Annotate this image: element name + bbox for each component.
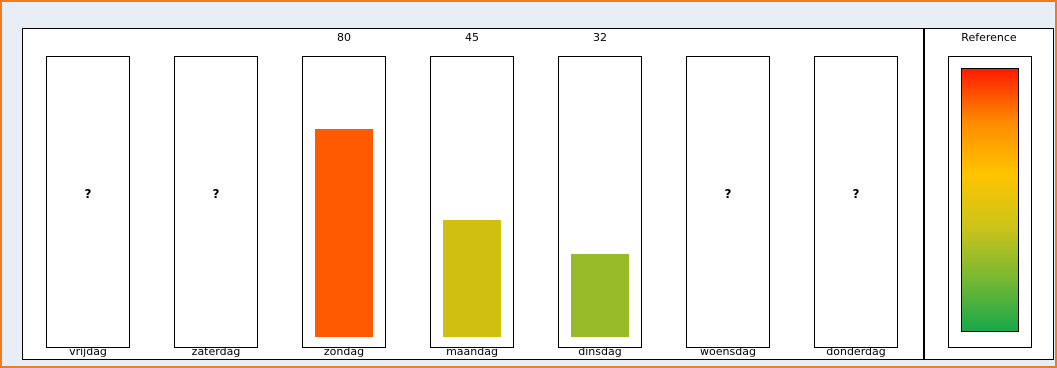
unknown-value-mark-vrijdag: ? (84, 187, 92, 201)
category-label-dinsdag: dinsdag (578, 345, 622, 358)
value-label-zondag: 80 (337, 31, 351, 44)
unknown-value-mark-donderdag: ? (852, 187, 860, 201)
category-label-maandag: maandag (446, 345, 498, 358)
bar-slot-vrijdag: ? vrijdag (46, 29, 130, 359)
category-label-donderdag: donderdag (826, 345, 886, 358)
category-label-woensdag: woensdag (700, 345, 756, 358)
bar-box-donderdag: ? (814, 56, 898, 348)
reference-gradient-scale (961, 68, 1019, 332)
category-label-vrijdag: vrijdag (69, 345, 107, 358)
category-label-zondag: zondag (323, 345, 365, 358)
bar-box-zondag (302, 56, 386, 348)
unknown-value-mark-zaterdag: ? (212, 187, 220, 201)
bar-box-woensdag: ? (686, 56, 770, 348)
reference-title: Reference (961, 31, 1017, 44)
bar-slot-maandag: 45 maandag (430, 29, 514, 359)
bar-chart: ? vrijdag? zaterdag 80 zondag 45 maandag 32 dins… (22, 28, 924, 360)
bar-box-dinsdag (558, 56, 642, 348)
bar-box-zaterdag: ? (174, 56, 258, 348)
category-label-zaterdag: zaterdag (191, 345, 241, 358)
bar-maandag (443, 220, 501, 337)
bar-zondag (315, 129, 373, 337)
bar-slot-dinsdag: 32 dinsdag (558, 29, 642, 359)
reference-panel: Reference (923, 28, 1054, 360)
reference-box (948, 56, 1032, 348)
bar-slot-zaterdag: ? zaterdag (174, 29, 258, 359)
bar-slot-donderdag: ? donderdag (814, 29, 898, 359)
value-label-maandag: 45 (465, 31, 479, 44)
bar-box-maandag (430, 56, 514, 348)
bar-slot-woensdag: ? woensdag (686, 29, 770, 359)
unknown-value-mark-woensdag: ? (724, 187, 732, 201)
bar-slot-zondag: 80 zondag (302, 29, 386, 359)
value-label-dinsdag: 32 (593, 31, 607, 44)
bar-dinsdag (571, 254, 629, 337)
bar-box-vrijdag: ? (46, 56, 130, 348)
